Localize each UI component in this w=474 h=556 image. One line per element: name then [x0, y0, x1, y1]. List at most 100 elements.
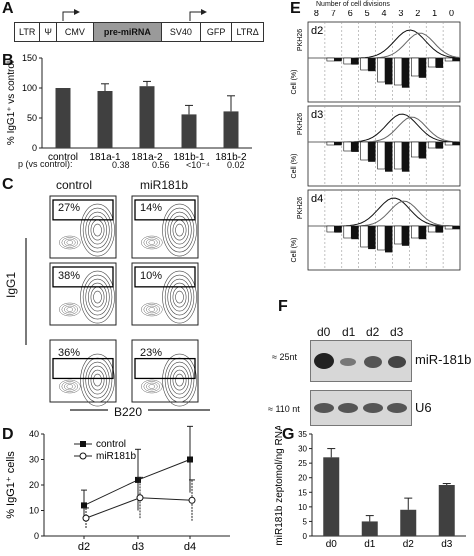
division-bar-control	[360, 141, 369, 161]
division-bar-control	[444, 225, 453, 230]
division-bar-control	[360, 225, 369, 248]
facs-contour	[175, 373, 184, 387]
p-label: p (vs control):	[18, 159, 73, 169]
histogram-curve-control	[308, 113, 461, 143]
facs-contour	[66, 384, 74, 389]
point-control	[135, 476, 141, 483]
division-number: 8	[314, 10, 319, 18]
division-bar-mir181b	[435, 142, 444, 149]
x-tick-label: control	[48, 152, 78, 163]
chart-g: 0 5 10 15 20 25 30 35 d0 d1 d2 d3 miR181b zeptomol/n…	[274, 426, 466, 550]
y-tick-label: 0	[32, 143, 37, 153]
histogram-curve-mir181b	[308, 116, 461, 143]
facs-contour	[170, 365, 190, 395]
bar	[361, 521, 378, 536]
facs-contour	[80, 270, 115, 324]
cell-label: Cell (%)	[291, 238, 298, 263]
day-label: d2	[311, 25, 323, 37]
facs-pct-r1-mir: 14%	[140, 202, 163, 214]
panel-letter-g: G	[282, 426, 295, 443]
facs-contour	[141, 235, 163, 250]
facs-contour	[167, 361, 192, 399]
construct-diagram: LTR Ψ CMV pre-miRNA SV40 GFP LTRΔ	[14, 22, 264, 42]
y-tick-label: 150	[22, 53, 37, 63]
facs-contour	[175, 290, 184, 304]
facs-contour	[82, 274, 113, 320]
facs-contour	[80, 353, 115, 407]
point-miR181b	[188, 496, 196, 504]
p-value-181b-2: 0.02	[227, 160, 245, 170]
facs-contour	[146, 305, 158, 314]
division-bar-mir181b	[334, 226, 342, 233]
facs-contour	[141, 379, 163, 394]
panel-letter-a: A	[2, 0, 14, 17]
facs-grid	[25, 195, 210, 411]
facs-contour	[93, 290, 102, 304]
x-tick-label: 181a-2	[131, 152, 163, 163]
gel-mir181b-bands	[314, 353, 406, 369]
pkh-label: PKH26	[297, 113, 304, 135]
division-number: 7	[331, 10, 336, 18]
division-bar-control	[427, 57, 436, 68]
divisions-header: Number of cell divisions	[316, 1, 390, 8]
division-number: 3	[398, 10, 403, 18]
x-tick-label: d0	[326, 539, 338, 550]
y-tick-label: 20	[298, 474, 307, 483]
division-bar-mir181b	[401, 142, 410, 172]
facs-contour	[148, 307, 156, 312]
facs-contour	[88, 215, 108, 245]
facs-contour	[59, 235, 81, 250]
division-bar-mir181b	[334, 58, 342, 62]
facs-gate	[52, 199, 114, 221]
facs-contour	[143, 237, 161, 248]
division-bar-control	[427, 141, 436, 149]
panel-letter-c: C	[2, 176, 14, 193]
y-tick-label: 25	[298, 459, 307, 468]
point-control	[81, 502, 87, 509]
division-histograms: 8 7 6 5 4 3 2 1 0 d2 PKH26 Cell (%) d3 PKH26 Cell (%) d…	[291, 10, 461, 271]
facs-pct-r1-control: 27%	[58, 202, 81, 214]
facs-contour	[85, 361, 110, 399]
facs-contour	[90, 369, 105, 391]
legend-label-control: control	[96, 439, 126, 450]
lane-d3: d3	[390, 325, 404, 339]
facs-contour	[148, 384, 156, 389]
y-tick-label: 30	[29, 455, 39, 465]
division-bar-mir181b	[351, 142, 359, 152]
y-tick-label: 30	[298, 445, 307, 454]
size-marker-110nt: ≈ 110 nt	[268, 404, 300, 414]
facs-contour	[66, 307, 74, 312]
division-bar-mir181b	[435, 58, 444, 68]
p-value-181b-1: <10⁻⁴	[186, 160, 210, 170]
division-bar-control	[343, 57, 352, 65]
facs-contour	[146, 382, 158, 391]
division-bar-control	[394, 141, 403, 170]
facs-contour	[146, 238, 158, 247]
facs-contour	[59, 379, 81, 394]
division-bar-control	[377, 57, 386, 83]
division-bar-mir181b	[418, 226, 427, 240]
division-bar-control	[360, 57, 369, 71]
cell-label: Cell (%)	[291, 154, 298, 179]
facs-contour	[64, 382, 76, 391]
facs-gate	[134, 266, 196, 288]
bar	[139, 86, 155, 148]
division-number: 5	[365, 10, 370, 18]
facs-gate	[52, 357, 114, 380]
division-bar-mir181b	[351, 58, 359, 65]
bar	[400, 509, 417, 536]
facs-contour	[175, 223, 184, 237]
facs-plot	[49, 339, 117, 403]
facs-pct-r3-mir: 23%	[140, 347, 163, 359]
facs-contour	[172, 369, 187, 391]
facs-contour	[59, 302, 81, 317]
facs-contour	[93, 373, 102, 387]
y-axis-label: % IgG1⁺ cells	[5, 451, 17, 519]
facs-contour	[170, 282, 190, 312]
division-bar-mir181b	[452, 226, 460, 230]
x-tick-label: d3	[132, 541, 144, 553]
bar	[223, 111, 239, 148]
division-number: 6	[348, 10, 353, 18]
division-number: 4	[381, 10, 386, 18]
division-bar-mir181b	[368, 226, 376, 250]
